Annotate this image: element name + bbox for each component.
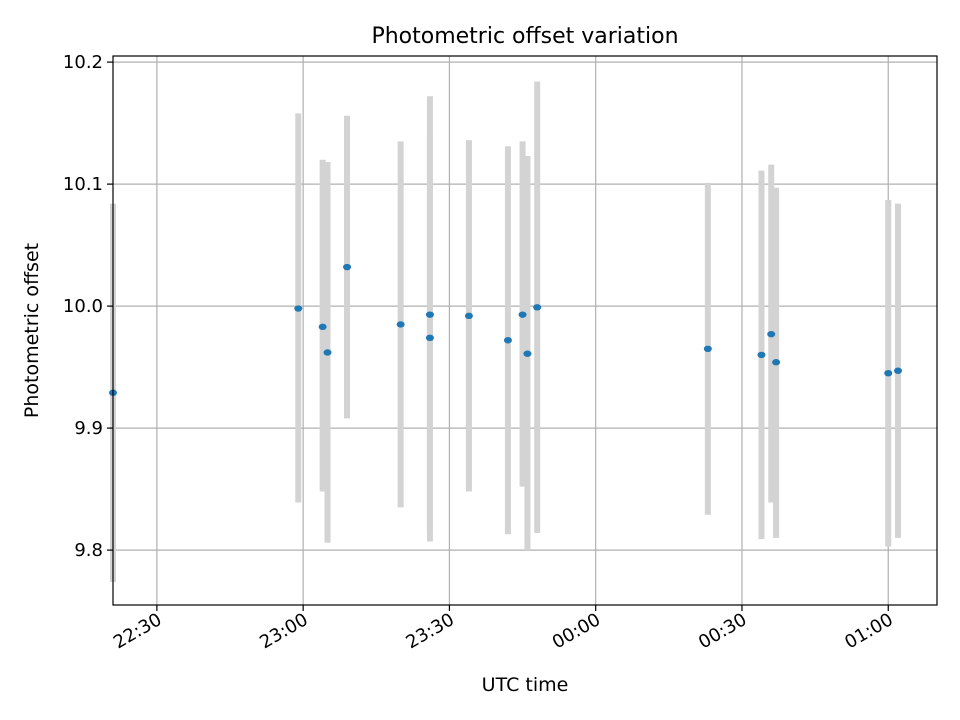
data-point <box>425 334 434 342</box>
data-point <box>323 349 332 356</box>
data-point <box>893 367 902 374</box>
data-point <box>518 311 527 318</box>
data-point <box>425 311 434 318</box>
data-point <box>884 370 893 377</box>
data-point <box>757 351 766 359</box>
data-point <box>318 323 327 331</box>
y-tick-label: 10.2 <box>63 52 103 73</box>
x-tick-label: 23:00 <box>256 609 311 653</box>
data-point <box>294 305 303 312</box>
error-bars <box>110 81 901 582</box>
data-point <box>703 345 712 352</box>
plot-frame <box>112 55 938 606</box>
data-point <box>772 359 781 366</box>
data-point <box>343 263 352 271</box>
x-tick-label: 22:30 <box>110 609 165 653</box>
y-axis-label: Photometric offset <box>21 243 43 418</box>
data-point <box>533 304 542 311</box>
y-tick-label: 9.9 <box>74 418 103 439</box>
data-point <box>767 330 776 338</box>
x-tick-label: 01:00 <box>841 609 896 653</box>
data-point <box>523 350 532 357</box>
chart-title: Photometric offset variation <box>371 24 678 49</box>
data-point <box>464 312 473 320</box>
x-tick-label: 00:30 <box>695 609 750 653</box>
y-tick-label: 10.1 <box>63 174 103 195</box>
x-axis-label: UTC time <box>482 674 569 696</box>
x-tick-label: 00:00 <box>549 609 604 653</box>
y-tick-label: 9.8 <box>74 540 103 561</box>
data-point <box>503 337 512 344</box>
y-tick-label: 10.0 <box>63 296 103 317</box>
data-point <box>396 321 405 328</box>
x-tick-label: 23:30 <box>403 609 458 653</box>
